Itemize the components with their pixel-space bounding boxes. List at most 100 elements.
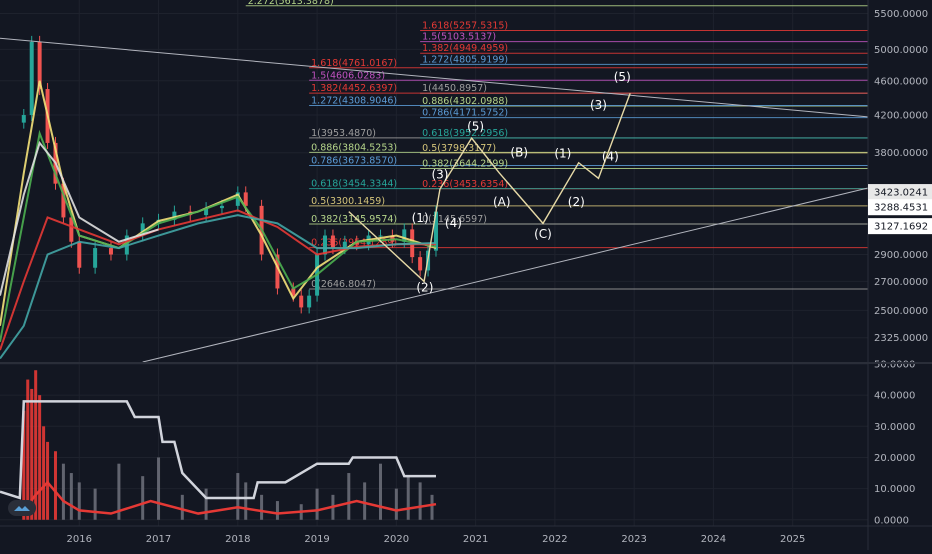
osc-bar (53, 451, 57, 520)
osc-tick-label: 0.0000 (874, 515, 909, 526)
osc-bar (378, 463, 382, 520)
x-tick-label: 2025 (780, 534, 805, 545)
wave-label: (2) (416, 280, 433, 294)
osc-bar (30, 388, 34, 520)
fib-level-label: 0(3145.6597) (422, 214, 487, 225)
wave-label: (4) (445, 216, 462, 230)
oscillator-panel (0, 370, 437, 520)
candle-body (418, 257, 423, 271)
fib-level-label: 1.5(5103.5137) (422, 32, 496, 43)
x-tick-label: 2019 (304, 534, 329, 545)
candle-body (93, 248, 98, 268)
candle-body (402, 229, 407, 242)
wave-label: (2) (568, 195, 585, 209)
candle-body (307, 295, 312, 308)
osc-bar (244, 482, 248, 520)
osc-bar (236, 473, 240, 520)
fib-level-label: 0.618(3952.2956) (422, 128, 508, 139)
moving-averages (0, 80, 437, 360)
osc-bar (93, 488, 97, 520)
candle-body (291, 288, 296, 296)
candle-body (330, 235, 335, 249)
fib-level-label: 0.786(4171.5752) (422, 108, 508, 119)
fib-level-label: 1(3953.4870) (311, 128, 376, 139)
osc-bar (180, 494, 184, 520)
candle-body (378, 235, 383, 237)
price-tag-box (868, 218, 932, 235)
y-tick-label: 2900.0000 (874, 250, 928, 261)
wave-label: (1) (412, 211, 429, 225)
fib-level-label: 0.236(3453.6354) (422, 179, 508, 190)
cloud-logo-icon[interactable] (8, 500, 36, 516)
wave-label: (3) (431, 167, 448, 181)
candle-body (235, 192, 240, 206)
candle-body (37, 41, 42, 90)
wave-line (348, 92, 631, 283)
price-tag-label: 3288.4531 (874, 203, 928, 214)
candle-body (21, 115, 26, 123)
fib-level-label: 1.382(4452.6397) (311, 83, 397, 94)
osc-bar (69, 473, 73, 520)
fib-level-label: 1.272(4308.9046) (311, 95, 397, 106)
wave-label: (A) (493, 195, 511, 209)
candle-body (61, 183, 66, 218)
osc-bar (61, 463, 65, 520)
osc-tick-label: 10.0000 (874, 484, 915, 495)
fib-level-label: 0.382(3145.9574) (311, 214, 397, 225)
candle-body (69, 217, 74, 242)
y-tick-label: 2500.0000 (874, 306, 928, 317)
fib-level-label: 1.618(5257.5315) (422, 20, 508, 31)
osc-bar (275, 501, 279, 520)
x-tick-label: 2021 (463, 534, 488, 545)
trendline (142, 187, 869, 363)
candle-body (204, 208, 209, 216)
osc-bar (26, 379, 30, 520)
elliott-wave-labels: (1) (2) (3) (4) (5) (A) (B) (C) (1) (2) (3) (4) (5) (412, 70, 631, 295)
y-tick-label: 4200.0000 (874, 111, 928, 122)
wave-label: (5) (614, 70, 631, 84)
osc-bar (204, 488, 208, 520)
price-tag-label: 3423.0241 (874, 188, 928, 199)
y-tick-label: 5500.0000 (874, 9, 928, 20)
x-tick-label: 2016 (67, 534, 92, 545)
ma-line (0, 209, 436, 351)
osc-tick-label: 20.0000 (874, 453, 915, 464)
osc-tick-label: 50.0000 (874, 360, 915, 371)
x-tick-label: 2023 (621, 534, 646, 545)
trendlines (0, 37, 869, 363)
fib-level-label: 1(4450.8957) (422, 83, 487, 94)
y-tick-label: 2325.0000 (874, 333, 928, 344)
y-tick-label: 5000.0000 (874, 45, 928, 56)
fib-level-label: 0.886(4302.0988) (422, 96, 508, 107)
elliott-wave-path (348, 92, 631, 283)
osc-bar (430, 494, 434, 520)
osc-line (22, 480, 437, 515)
osc-bar (394, 488, 398, 520)
y-tick-label: 2700.0000 (874, 277, 928, 288)
osc-bar (260, 494, 264, 520)
ma-line (0, 140, 159, 296)
wave-label: (3) (590, 98, 607, 112)
price-tag-box (868, 184, 932, 201)
fib-level-label: 1.382(4949.4959) (422, 43, 508, 54)
osc-bar (38, 395, 42, 520)
osc-tick-label: 40.0000 (874, 391, 915, 402)
fib-level-label: 0(2646.8047) (311, 279, 376, 290)
osc-bar (42, 426, 46, 520)
fib-level-label: 0.886(3804.5253) (311, 142, 397, 153)
fib-level-label: 0.382(3644.2599) (422, 159, 508, 170)
osc-bar (117, 463, 121, 520)
osc-bar (34, 370, 38, 520)
candle-body (77, 241, 82, 268)
x-tick-label: 2018 (225, 534, 250, 545)
trendline (0, 37, 869, 118)
osc-bar (77, 482, 81, 520)
x-tick-label: 2024 (701, 534, 726, 545)
osc-bar (406, 476, 410, 520)
price-tag-box (868, 199, 932, 216)
wave-label: (1) (554, 147, 571, 161)
candle-body (29, 41, 34, 116)
